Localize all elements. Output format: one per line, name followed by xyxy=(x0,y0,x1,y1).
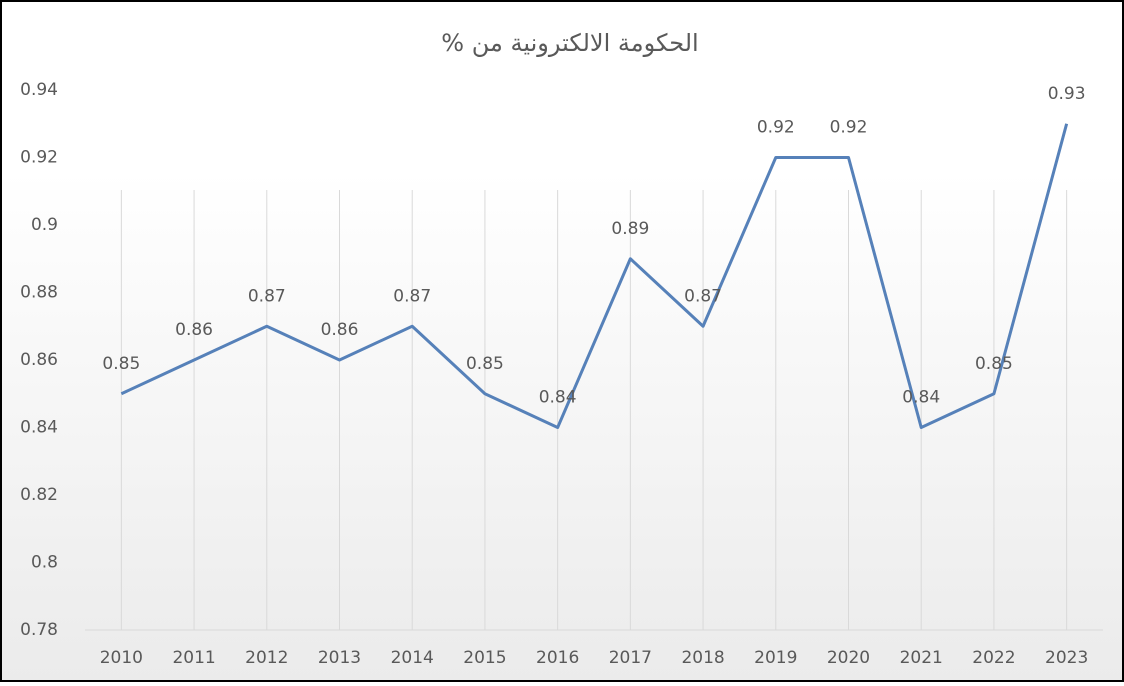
data-label: 0.85 xyxy=(102,354,140,374)
x-tick-label: 2015 xyxy=(463,648,506,668)
x-tick-label: 2021 xyxy=(900,648,943,668)
y-tick-label: 0.94 xyxy=(20,80,58,100)
x-tick-label: 2013 xyxy=(318,648,361,668)
data-label: 0.85 xyxy=(975,354,1013,374)
data-label: 0.87 xyxy=(248,286,286,306)
y-tick-label: 0.88 xyxy=(20,283,58,303)
x-tick-label: 2022 xyxy=(972,648,1015,668)
y-tick-label: 0.84 xyxy=(20,418,58,438)
y-tick-label: 0.86 xyxy=(20,350,58,370)
data-label: 0.86 xyxy=(321,320,359,340)
x-tick-label: 2010 xyxy=(100,648,143,668)
y-tick-label: 0.78 xyxy=(20,620,58,640)
data-line xyxy=(120,123,1069,429)
chart-title: الحكومة الالكترونية من % xyxy=(441,29,698,57)
data-label: 0.89 xyxy=(611,219,649,239)
y-tick-label: 0.9 xyxy=(31,215,58,235)
data-label: 0.87 xyxy=(684,286,722,306)
y-tick-label: 0.8 xyxy=(31,553,58,573)
data-label: 0.85 xyxy=(466,354,504,374)
data-label: 0.92 xyxy=(757,118,795,138)
x-tick-label: 2019 xyxy=(754,648,797,668)
y-tick-label: 0.92 xyxy=(20,148,58,168)
data-label: 0.87 xyxy=(393,286,431,306)
x-tick-label: 2012 xyxy=(245,648,288,668)
data-label: 0.92 xyxy=(830,118,868,138)
x-tick-label: 2011 xyxy=(172,648,215,668)
y-tick-label: 0.82 xyxy=(20,485,58,505)
x-tick-label: 2014 xyxy=(391,648,434,668)
x-tick-label: 2018 xyxy=(681,648,724,668)
x-tick-label: 2023 xyxy=(1045,648,1088,668)
x-tick-label: 2017 xyxy=(609,648,652,668)
data-label: 0.84 xyxy=(902,388,940,408)
x-tick-label: 2020 xyxy=(827,648,870,668)
data-label: 0.84 xyxy=(539,388,577,408)
data-label: 0.93 xyxy=(1048,84,1086,104)
data-label: 0.86 xyxy=(175,320,213,340)
x-tick-label: 2016 xyxy=(536,648,579,668)
